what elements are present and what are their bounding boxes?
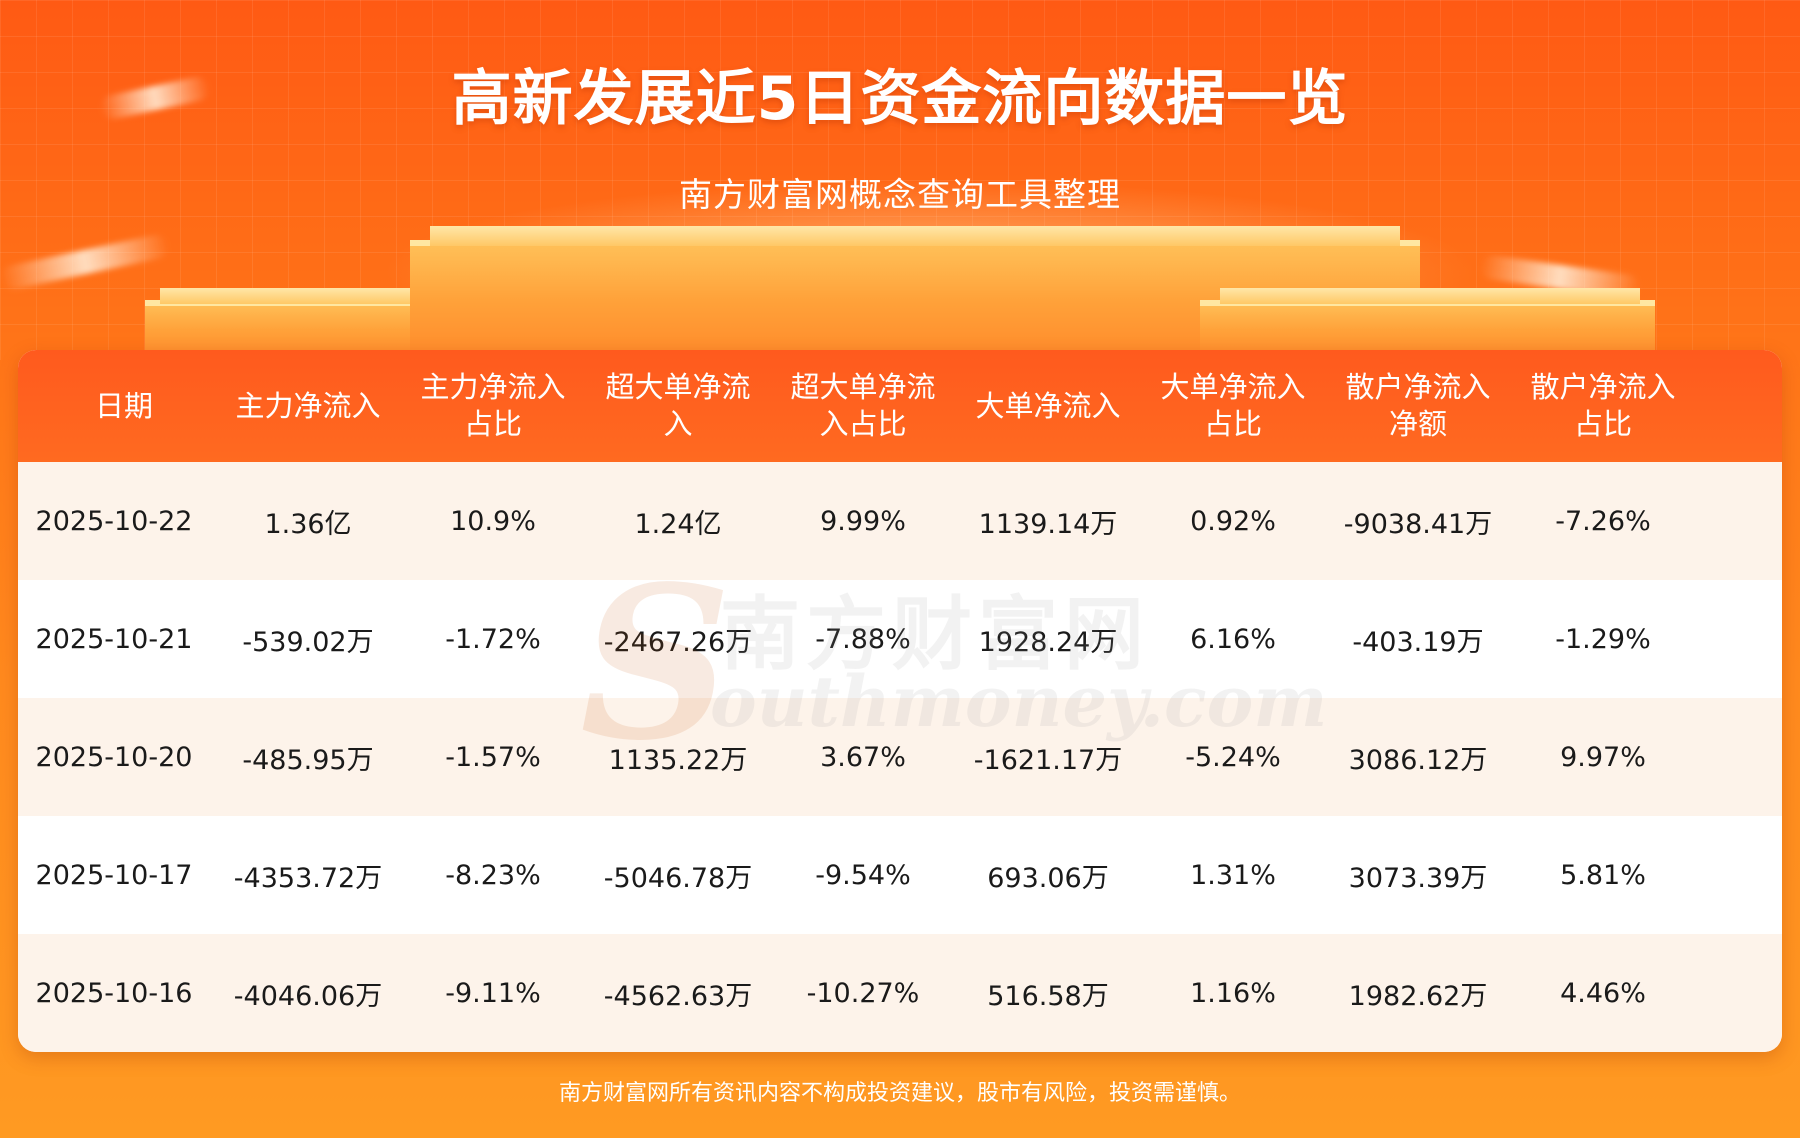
table-row: 2025-10-20 -485.95万 -1.57% 1135.22万 3.67… bbox=[18, 698, 1782, 816]
header-cell-retail-net-inflow: 散户净流入 净额 bbox=[1345, 370, 1491, 441]
cell-retail-net-inflow: 3073.39万 bbox=[1348, 862, 1488, 894]
table-row: 2025-10-22 1.36亿 10.9% 1.24亿 9.99% 1139.… bbox=[18, 462, 1782, 580]
header-cell-super-large-net-inflow-ratio: 超大单净流 入占比 bbox=[790, 370, 936, 441]
cell-date: 2025-10-17 bbox=[35, 859, 193, 891]
cell-retail-net-inflow-ratio: 5.81% bbox=[1560, 859, 1646, 891]
cell-main-net-inflow: -485.95万 bbox=[242, 744, 374, 776]
cell-large-net-inflow: 1139.14万 bbox=[978, 508, 1118, 540]
data-table: 日期 主力净流入 主力净流入 占比 超大单净流 入 超大单净流 入占比 大单净流… bbox=[18, 350, 1782, 1052]
header-cell-large-net-inflow: 大单净流入 bbox=[975, 388, 1121, 423]
cell-date: 2025-10-16 bbox=[35, 977, 193, 1009]
cell-large-net-inflow: -1621.17万 bbox=[973, 744, 1123, 776]
header-cell-main-net-inflow: 主力净流入 bbox=[235, 388, 381, 423]
cell-main-net-inflow: 1.36亿 bbox=[264, 508, 352, 540]
cell-retail-net-inflow: 3086.12万 bbox=[1348, 744, 1488, 776]
cell-large-net-inflow-ratio: 1.31% bbox=[1190, 859, 1276, 891]
cell-main-net-inflow: -4046.06万 bbox=[233, 980, 383, 1012]
disclaimer-footer: 南方财富网所有资讯内容不构成投资建议，股市有风险，投资需谨慎。 bbox=[558, 1081, 1241, 1106]
table-row: 2025-10-16 -4046.06万 -9.11% -4562.63万 -1… bbox=[18, 934, 1782, 1052]
podium-right-top bbox=[1220, 288, 1640, 304]
table-row: 2025-10-17 -4353.72万 -8.23% -5046.78万 -9… bbox=[18, 816, 1782, 934]
cell-retail-net-inflow-ratio: -7.26% bbox=[1555, 505, 1651, 537]
table-header: 日期 主力净流入 主力净流入 占比 超大单净流 入 超大单净流 入占比 大单净流… bbox=[18, 350, 1782, 462]
header-cell-main-net-inflow-ratio: 主力净流入 占比 bbox=[420, 370, 566, 441]
cell-retail-net-inflow: 1982.62万 bbox=[1348, 980, 1488, 1012]
cell-super-large-net-inflow-ratio: -7.88% bbox=[815, 623, 911, 655]
cell-retail-net-inflow: -403.19万 bbox=[1352, 626, 1484, 658]
cell-super-large-net-inflow-ratio: -9.54% bbox=[815, 859, 911, 891]
header-cell-super-large-net-inflow: 超大单净流 入 bbox=[605, 370, 751, 441]
cell-large-net-inflow-ratio: 0.92% bbox=[1190, 505, 1276, 537]
header-cell-retail-net-inflow-ratio: 散户净流入 占比 bbox=[1530, 370, 1676, 441]
cell-retail-net-inflow-ratio: 4.46% bbox=[1560, 977, 1646, 1009]
cell-main-net-inflow-ratio: -1.57% bbox=[445, 741, 541, 773]
cell-retail-net-inflow: -9038.41万 bbox=[1343, 508, 1493, 540]
cell-super-large-net-inflow-ratio: 9.99% bbox=[820, 505, 906, 537]
page-subtitle: 南方财富网概念查询工具整理 bbox=[679, 175, 1121, 214]
cell-large-net-inflow-ratio: 1.16% bbox=[1190, 977, 1276, 1009]
cell-retail-net-inflow-ratio: -1.29% bbox=[1555, 623, 1651, 655]
cell-main-net-inflow: -4353.72万 bbox=[233, 862, 383, 894]
cell-super-large-net-inflow: -5046.78万 bbox=[603, 862, 753, 894]
podium-center-top bbox=[430, 226, 1400, 246]
page-title: 高新发展近5日资金流向数据一览 bbox=[451, 64, 1349, 134]
cell-large-net-inflow: 516.58万 bbox=[987, 980, 1109, 1012]
table-row: 2025-10-21 -539.02万 -1.72% -2467.26万 -7.… bbox=[18, 580, 1782, 698]
cell-date: 2025-10-20 bbox=[35, 741, 193, 773]
cell-main-net-inflow-ratio: -1.72% bbox=[445, 623, 541, 655]
cell-main-net-inflow-ratio: -8.23% bbox=[445, 859, 541, 891]
cell-date: 2025-10-22 bbox=[35, 505, 193, 537]
cell-super-large-net-inflow-ratio: 3.67% bbox=[820, 741, 906, 773]
cell-large-net-inflow-ratio: -5.24% bbox=[1185, 741, 1281, 773]
cell-super-large-net-inflow: -2467.26万 bbox=[603, 626, 753, 658]
cell-main-net-inflow: -539.02万 bbox=[242, 626, 374, 658]
cell-large-net-inflow: 1928.24万 bbox=[978, 626, 1118, 658]
cell-super-large-net-inflow: -4562.63万 bbox=[603, 980, 753, 1012]
header-cell-date: 日期 bbox=[94, 388, 153, 423]
cell-main-net-inflow-ratio: -9.11% bbox=[445, 977, 541, 1009]
cell-super-large-net-inflow-ratio: -10.27% bbox=[806, 977, 920, 1009]
cell-date: 2025-10-21 bbox=[35, 623, 193, 655]
header-cell-large-net-inflow-ratio: 大单净流入 占比 bbox=[1160, 370, 1306, 441]
cell-super-large-net-inflow: 1.24亿 bbox=[634, 508, 722, 540]
cell-retail-net-inflow-ratio: 9.97% bbox=[1560, 741, 1646, 773]
cell-super-large-net-inflow: 1135.22万 bbox=[608, 744, 748, 776]
cell-large-net-inflow-ratio: 6.16% bbox=[1190, 623, 1276, 655]
cell-large-net-inflow: 693.06万 bbox=[987, 862, 1109, 894]
cell-main-net-inflow-ratio: 10.9% bbox=[450, 505, 536, 537]
